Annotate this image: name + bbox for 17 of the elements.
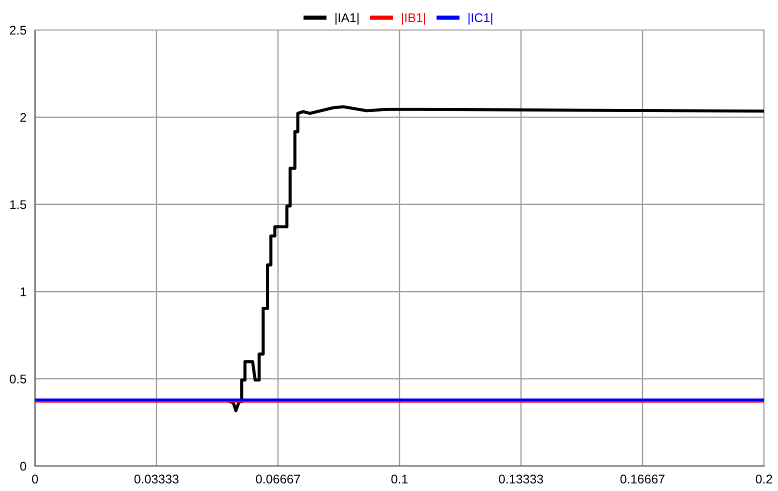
legend-label: |IC1| [468,12,492,25]
y-tick-label: 0.5 [10,374,26,384]
x-tick-label: 0.06667 [256,474,300,484]
y-tick-label: 2.5 [10,26,26,35]
x-tick-label: 0.16667 [620,474,664,484]
x-tick-label: 0.13333 [498,474,544,484]
legend-label: |IA1| [336,12,359,25]
x-tick-label: 0.03333 [134,474,179,484]
x-tick-label: 0 [32,474,38,484]
x-tick-label: 0.1 [391,474,408,484]
legend-label: |IB1| [402,12,426,25]
y-tick-label: 0 [20,462,26,471]
x-tick-label: 0.2 [756,474,772,484]
y-tick-label: 1.5 [10,200,26,210]
y-tick-label: 1 [20,288,26,296]
y-tick-label: 2 [20,113,26,122]
line-series [228,105,764,412]
